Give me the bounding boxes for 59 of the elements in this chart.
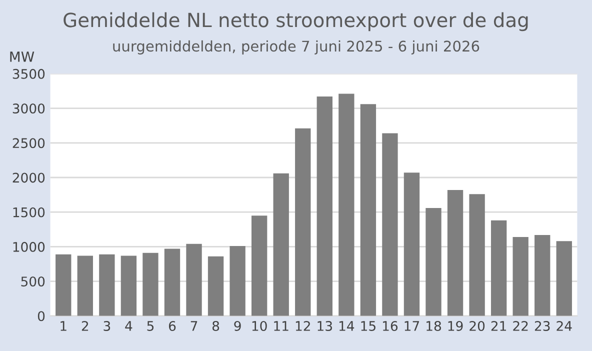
chart-title: Gemiddelde NL netto stroomexport over de dag [64, 12, 528, 32]
y-tick-label: 1000 [13, 242, 45, 252]
x-tick-label: 15 [361, 321, 376, 331]
x-tick-label: 11 [274, 321, 288, 331]
x-tick-label: 14 [339, 321, 354, 331]
y-tick-label: 0 [38, 311, 45, 322]
x-tick-label: 10 [252, 320, 267, 331]
bar [77, 256, 93, 316]
bar [360, 104, 376, 316]
bar [230, 246, 246, 316]
bar [164, 248, 180, 316]
y-tick-label: 3000 [12, 104, 45, 114]
bar [426, 208, 442, 316]
bar [295, 128, 311, 316]
x-tick-label: 3 [104, 320, 110, 331]
bar [556, 241, 572, 316]
x-tick-label: 24 [556, 320, 572, 331]
bar [186, 244, 202, 316]
y-tick-label: 3500 [12, 68, 45, 79]
bar [273, 173, 289, 316]
bar [56, 254, 72, 316]
y-tick-label: 2500 [12, 138, 45, 148]
y-tick-label: 1500 [13, 207, 45, 218]
bar [404, 172, 420, 316]
x-tick-label: 4 [125, 321, 132, 331]
x-tick-label: 5 [147, 321, 154, 331]
bar [142, 252, 158, 316]
bar [120, 256, 137, 316]
x-tick-label: 19 [448, 320, 463, 331]
bar [208, 256, 224, 316]
x-tick-label: 21 [491, 320, 506, 331]
x-tick-label: 6 [168, 320, 176, 331]
x-tick-label: 2 [82, 320, 88, 331]
x-tick-label: 18 [426, 320, 441, 331]
bar [251, 216, 268, 316]
x-tick-label: 22 [513, 320, 528, 331]
x-tick-label: 7 [190, 321, 198, 331]
y-axis-title: MW [10, 52, 34, 62]
bar [382, 133, 398, 316]
bar [338, 94, 354, 316]
bar [99, 254, 115, 316]
y-tick-label: 500 [21, 276, 45, 286]
x-tick-label: 8 [212, 320, 220, 331]
bar [469, 194, 485, 316]
bar [534, 234, 550, 316]
chart-subtitle: uurgemiddelden, periode 7 juni 2025 - 6 juni 2026 [113, 40, 480, 54]
x-tick-label: 23 [534, 320, 550, 331]
x-tick-label: 17 [404, 321, 419, 331]
x-tick-label: 20 [470, 320, 485, 331]
bar [512, 237, 528, 316]
bar [316, 96, 332, 316]
x-tick-label: 9 [234, 320, 241, 331]
x-tick-label: 12 [296, 320, 310, 331]
y-tick-label: 2000 [12, 172, 45, 183]
bar [447, 190, 464, 316]
x-tick-label: 13 [318, 320, 332, 331]
x-tick-label: 1 [60, 321, 66, 331]
bar [490, 220, 507, 316]
x-tick-label: 16 [383, 320, 398, 331]
